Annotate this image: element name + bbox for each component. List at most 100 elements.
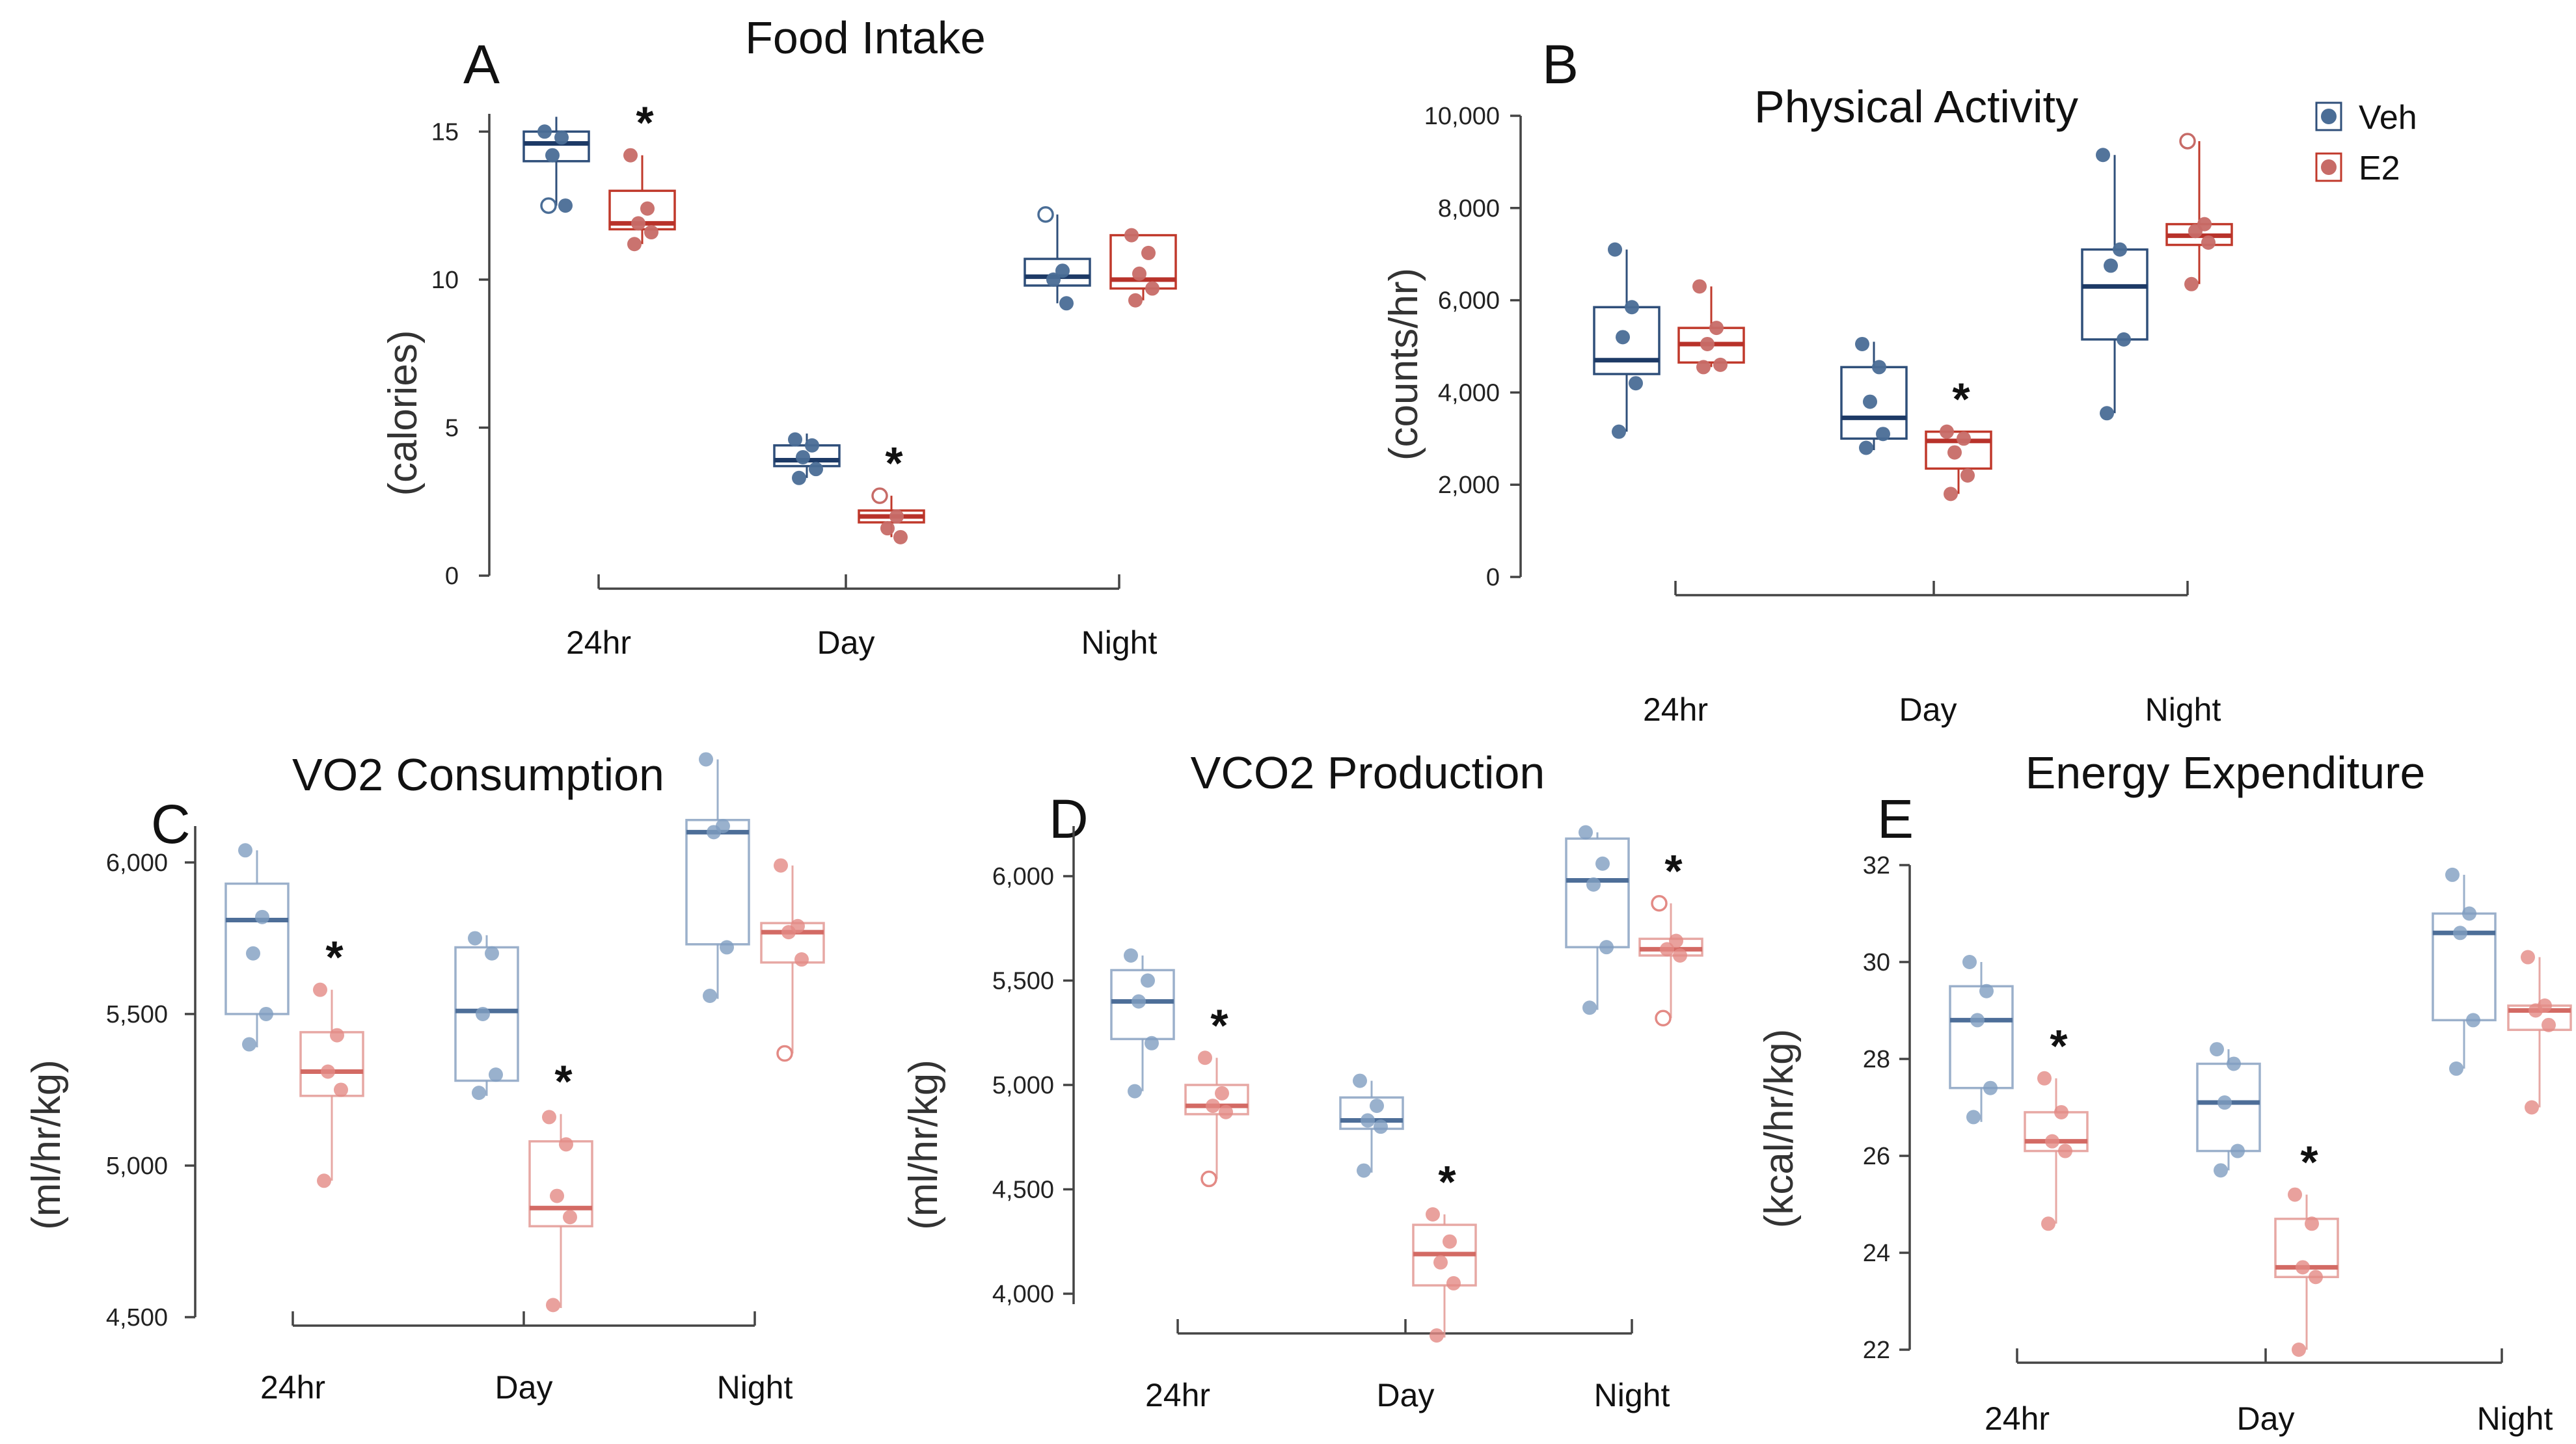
box-veh-24hr [1949, 955, 2014, 1125]
y-tick-label: 6,000 [992, 863, 1054, 890]
data-point [2525, 1100, 2539, 1115]
panel-e: E Energy Expenditure (kcal/hr/kg) 22 24 26… [1757, 747, 2572, 1437]
y-tick-label: 0 [445, 563, 459, 590]
data-point [317, 1173, 331, 1188]
box-iqr [1109, 234, 1177, 290]
data-point [2179, 133, 2196, 150]
data-point [1966, 1110, 1981, 1125]
data-point [1124, 948, 1138, 963]
box-iqr [685, 818, 750, 946]
box-e2-24hr [608, 148, 676, 252]
data-point [1055, 263, 1070, 278]
box-veh-night [685, 752, 750, 1003]
significance-marker: * [325, 932, 344, 983]
data-point [1655, 1009, 1672, 1027]
box-veh-24hr [1593, 242, 1661, 439]
box-veh-24hr [1110, 948, 1175, 1099]
y-axis-label: (calories) [381, 330, 426, 496]
data-point [788, 432, 802, 447]
y-tick-label: 5,500 [992, 968, 1054, 995]
box-veh-night [2432, 867, 2497, 1076]
y-tick-label: 15 [431, 118, 459, 146]
data-point [537, 124, 552, 139]
panel-letter: C [151, 794, 191, 855]
box-marks: ** [522, 98, 1177, 544]
x-category-label: Day [1377, 1377, 1435, 1413]
data-point [2113, 242, 2127, 257]
data-point [776, 1045, 793, 1062]
data-point [1037, 206, 1054, 223]
box-e2-night [2165, 133, 2233, 291]
data-point [2230, 1143, 2245, 1158]
data-point [2453, 926, 2467, 941]
data-point [631, 216, 645, 231]
data-point [2529, 1003, 2543, 1018]
box-iqr [1339, 1096, 1404, 1130]
data-point [1673, 948, 1687, 963]
y-axis-label: (counts/hr) [1381, 268, 1426, 461]
data-point [1876, 427, 1890, 442]
legend-item-veh: Veh [2315, 99, 2417, 137]
panel-b: B Physical Activity (counts/hr) 0 2,000 4,… [1381, 34, 2417, 728]
y-tick-label: 5 [445, 414, 459, 442]
data-point [476, 1006, 490, 1021]
box-iqr [1925, 430, 1992, 470]
box-marks: * * * [1110, 825, 1703, 1343]
data-point [334, 1082, 348, 1097]
data-point [1219, 1104, 1233, 1119]
box-e2-night [1638, 895, 1703, 1027]
x-category-label: Day [495, 1369, 553, 1406]
data-point [2117, 332, 2131, 347]
data-point [2104, 258, 2118, 273]
y-tick-label: 26 [1863, 1143, 1890, 1170]
box-marks: ** [1949, 867, 2572, 1357]
significance-marker: * [1952, 374, 1970, 425]
data-point [559, 1137, 573, 1152]
data-point [1859, 440, 1873, 455]
data-point [699, 752, 713, 767]
chart-title: VO2 Consumption [292, 749, 664, 800]
data-point [2296, 1260, 2310, 1275]
data-point [2041, 1216, 2055, 1231]
data-point [1132, 266, 1146, 281]
x-category-label: 24hr [566, 624, 631, 661]
x-category-label: Day [817, 624, 875, 661]
data-point [1612, 424, 1626, 439]
box-iqr [528, 1140, 593, 1227]
data-point [1709, 321, 1724, 336]
data-point [1960, 468, 1975, 483]
data-point [1128, 1084, 1142, 1099]
data-point [2184, 276, 2199, 291]
box-e2-day [1412, 1207, 1477, 1343]
data-point [2096, 148, 2110, 163]
data-point [2309, 1270, 2323, 1285]
data-point [1046, 272, 1061, 287]
x-category-label: Day [1899, 691, 1957, 728]
data-point [2227, 1056, 2241, 1071]
data-point [781, 925, 796, 940]
data-point [238, 843, 252, 858]
y-axis-label: (ml/hr/kg) [901, 1060, 946, 1230]
data-point [2462, 906, 2476, 921]
data-point [720, 940, 734, 955]
data-point [1145, 281, 1159, 296]
data-point [880, 521, 895, 536]
data-point [2210, 1042, 2224, 1057]
y-tick-label: 30 [1863, 949, 1890, 976]
y-tick-label: 6,000 [1438, 287, 1500, 315]
box-iqr [1949, 985, 2014, 1090]
data-point [805, 438, 819, 453]
axes [488, 114, 1119, 590]
y-tick-label: 0 [1486, 564, 1500, 591]
significance-marker: * [554, 1056, 573, 1107]
data-point [2100, 406, 2114, 421]
panel-letter: A [463, 34, 500, 95]
y-axis-label: (kcal/hr/kg) [1757, 1029, 1802, 1229]
data-point [1582, 1000, 1597, 1015]
box-e2-day [858, 487, 925, 544]
box-veh-day [2196, 1042, 2261, 1178]
y-ticks: 0 2,000 4,000 6,000 8,000 10,000 [1424, 103, 1521, 591]
data-point [2188, 224, 2203, 239]
x-category-label: 24hr [1643, 691, 1708, 728]
